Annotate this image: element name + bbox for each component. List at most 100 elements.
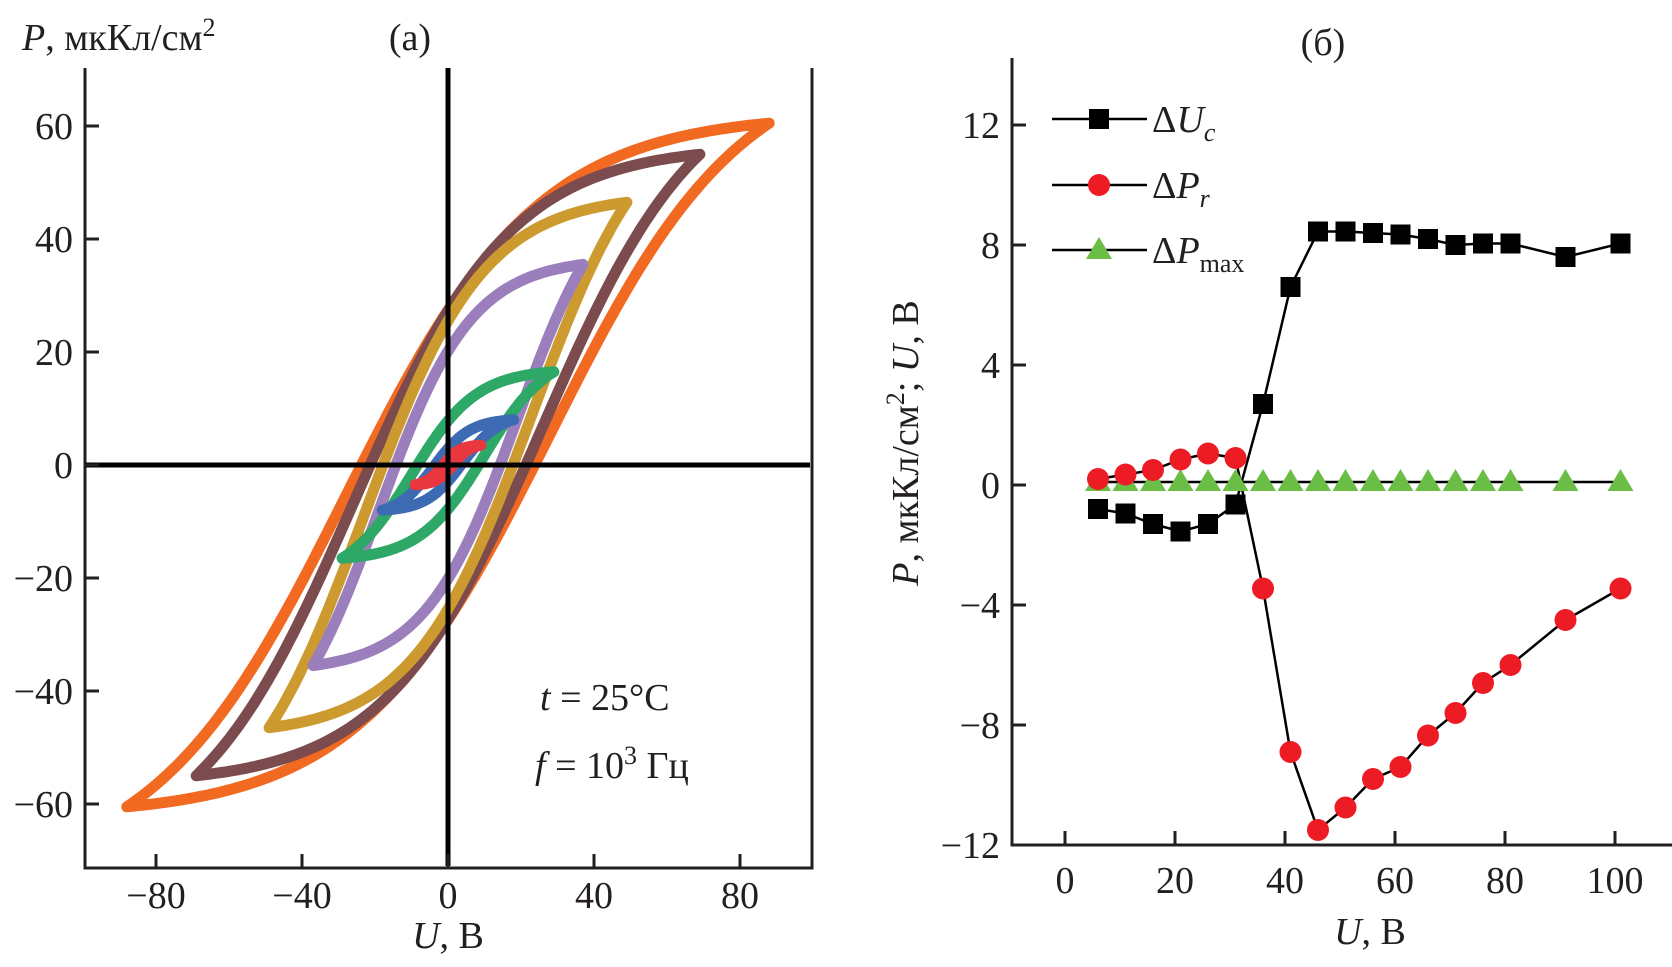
- y-tick-label: −8: [960, 705, 1000, 747]
- x-tick-label: 40: [575, 875, 613, 917]
- data-point: [1390, 224, 1411, 245]
- annotation-sup-f: 3: [624, 741, 637, 770]
- data-point: [1500, 233, 1521, 254]
- data-point: [1143, 514, 1163, 534]
- panel-a-ticks: −80 −40 0 40 80 −60 −40 −20 0 20 40 60: [14, 106, 759, 917]
- panel-b-axes-lines: [1010, 58, 1672, 847]
- y-tick-label: 4: [981, 345, 1000, 387]
- hysteresis-loop-70V: [190, 148, 706, 782]
- data-point: [1554, 609, 1577, 631]
- data-point: [1224, 447, 1247, 469]
- series-path: [1097, 452, 1622, 833]
- data-point: [1362, 768, 1384, 790]
- x-axis-var-b: U: [1334, 911, 1364, 953]
- y-axis-unit: , мкКл/см: [45, 17, 202, 59]
- x-tick-label: 100: [1587, 860, 1644, 902]
- y-sep: ;: [885, 372, 927, 392]
- x-tick-label: 60: [1376, 860, 1414, 902]
- data-point: [1497, 469, 1524, 491]
- x-tick-label: 80: [721, 875, 759, 917]
- data-point: [1473, 233, 1493, 254]
- annotation-temperature: t = 25°C: [540, 677, 670, 719]
- legend-item: ΔPr: [1052, 165, 1211, 213]
- data-point: [1335, 221, 1356, 242]
- data-point: [1197, 442, 1219, 465]
- legend-label: ΔPr: [1152, 165, 1211, 213]
- panel-a-x-axis-title: U, В: [412, 915, 484, 957]
- data-point: [1610, 233, 1631, 254]
- data-point: [1088, 499, 1108, 519]
- data-point: [1277, 469, 1304, 491]
- x-axis-unit-b: , В: [1362, 911, 1406, 953]
- data-point: [1169, 448, 1192, 471]
- y-tick-label: 0: [981, 465, 1000, 507]
- y-tick-label: −20: [14, 558, 73, 600]
- panel-b-x-axis-title: U, В: [1334, 911, 1406, 953]
- data-point: [1387, 469, 1414, 491]
- legend-marker: [1089, 109, 1109, 129]
- data-point: [1307, 819, 1329, 841]
- y-tick-label: 20: [35, 332, 73, 374]
- data-point: [1114, 463, 1137, 486]
- data-point: [1417, 724, 1439, 747]
- data-point: [1334, 796, 1357, 819]
- data-point: [1499, 654, 1522, 676]
- y-sup: 2: [881, 392, 910, 405]
- x-tick-label: −40: [272, 875, 331, 917]
- data-point: [1253, 394, 1273, 414]
- series-markers-ΔPr: [1087, 442, 1632, 841]
- data-point: [1607, 469, 1634, 491]
- data-point: [1389, 756, 1412, 778]
- panel-a-label: (a): [389, 17, 431, 59]
- data-point: [1418, 229, 1438, 249]
- data-point: [1280, 277, 1301, 297]
- y-tick-label: −60: [14, 784, 73, 826]
- data-point: [1198, 514, 1218, 534]
- data-point: [1167, 469, 1194, 491]
- data-point: [1087, 468, 1109, 490]
- y-tick-label: 40: [35, 219, 73, 261]
- annotation-tail-f: Гц: [637, 745, 689, 787]
- series-line-ΔPr: [1097, 452, 1622, 833]
- data-point: [1225, 494, 1246, 515]
- legend-item: ΔUc: [1052, 99, 1216, 147]
- legend-marker: [1086, 237, 1112, 259]
- data-point: [1552, 469, 1579, 491]
- panel-a-y-axis-title: P, мкКл/см2: [21, 13, 216, 59]
- data-point: [1308, 221, 1328, 242]
- y-axis-sup: 2: [203, 13, 216, 42]
- legend: ΔUc ΔPr ΔPmax: [1052, 99, 1244, 278]
- panel-a-hysteresis-loops: P, мкКл/см2 (a) −80 −40 0 40 80 −60 −40 −20 0 20 4…: [14, 13, 814, 957]
- hysteresis-loop-50V: [263, 196, 633, 734]
- y-axis-var: P: [21, 17, 45, 59]
- data-point: [1222, 469, 1249, 491]
- data-point: [1195, 469, 1221, 491]
- annotation-text-f: = 10: [546, 745, 624, 787]
- legend-label: ΔUc: [1152, 99, 1216, 147]
- x-tick-label: 80: [1486, 860, 1524, 902]
- y-tick-label: −40: [14, 671, 73, 713]
- data-point: [1279, 741, 1302, 763]
- data-point: [1115, 503, 1136, 524]
- x-tick-label: 0: [439, 875, 458, 917]
- legend-item: ΔPmax: [1052, 230, 1244, 278]
- annotation-var-t: t: [540, 677, 552, 719]
- panel-b-y-axis-title: P, мкКл/см2; U, В: [881, 300, 927, 586]
- data-point: [1415, 469, 1441, 491]
- y-var-u: U: [885, 342, 927, 372]
- panel-b-series: [1085, 221, 1634, 841]
- data-point: [1250, 469, 1276, 491]
- series-markers-ΔPmax: [1085, 469, 1634, 491]
- data-point: [1444, 702, 1467, 724]
- annotation-text-t: = 25°C: [551, 677, 670, 719]
- x-axis-var: U: [412, 915, 442, 957]
- legend-label: ΔPmax: [1152, 230, 1244, 278]
- data-point: [1445, 235, 1466, 255]
- data-point: [1142, 459, 1164, 481]
- data-point: [1360, 469, 1386, 491]
- y-tick-label: −12: [941, 825, 1000, 867]
- x-tick-label: 0: [1056, 860, 1075, 902]
- y-tick-label: 8: [981, 225, 1000, 267]
- data-point: [1442, 469, 1469, 491]
